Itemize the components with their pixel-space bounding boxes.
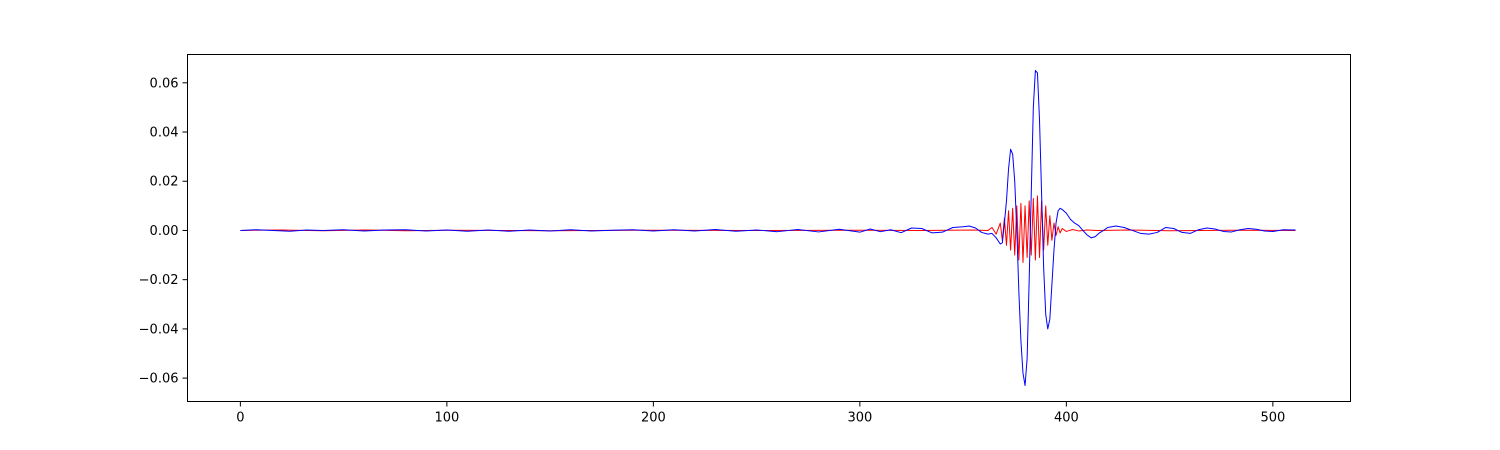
series-line-0	[240, 195, 1296, 263]
x-tick-label: 200	[641, 411, 666, 426]
series-line-1	[240, 70, 1296, 386]
y-tick-label: 0.02	[150, 175, 179, 190]
y-tick-label: 0.00	[150, 224, 179, 239]
x-tick-label: 0	[236, 411, 244, 426]
x-tick-label: 100	[434, 411, 459, 426]
y-tick-label: 0.06	[150, 76, 179, 91]
plot-frame	[187, 54, 1351, 402]
x-axis: 0 100 200 300 400 500	[236, 401, 1285, 426]
x-tick-label: 400	[1054, 411, 1079, 426]
y-tick-label: −0.02	[139, 273, 179, 288]
y-axis: −0.06 −0.04 −0.02 0.00 0.02 0.04 0.06	[139, 76, 188, 387]
y-tick-label: −0.06	[139, 372, 179, 387]
x-tick-label: 500	[1260, 411, 1285, 426]
y-tick-label: −0.04	[139, 322, 179, 337]
y-tick-label: 0.04	[150, 126, 179, 141]
plot-area	[240, 70, 1296, 386]
x-tick-label: 300	[847, 411, 872, 426]
